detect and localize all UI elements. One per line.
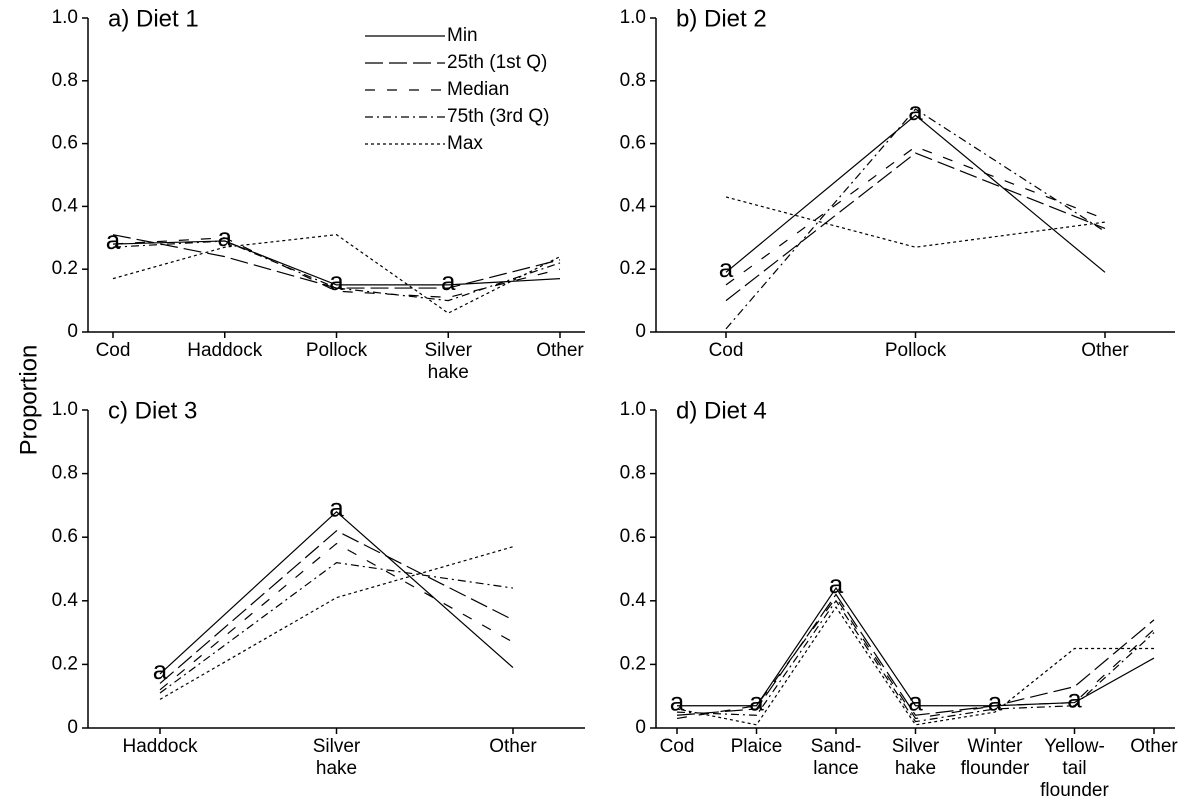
x-tick-label: Winter flounder — [961, 736, 1030, 779]
y-tick-label: 0 — [67, 321, 78, 342]
panel-title: d) Diet 4 — [676, 397, 767, 424]
x-tick-label: Haddock — [123, 736, 198, 757]
legend-label: 75th (3rd Q) — [447, 106, 549, 127]
significance-label: a — [719, 253, 734, 283]
x-tick-label: Cod — [96, 340, 131, 361]
significance-label: a — [1067, 683, 1082, 713]
y-tick-label: 0.6 — [620, 526, 646, 547]
series-line — [725, 196, 1106, 248]
significance-label: a — [106, 225, 121, 255]
legend-label: Median — [447, 79, 509, 100]
y-tick-label: 0 — [635, 321, 646, 342]
series-line — [725, 114, 1106, 273]
y-tick-label: 0.6 — [52, 526, 78, 547]
y-tick-label: 1.0 — [52, 7, 78, 28]
x-tick-label: Other — [536, 340, 584, 361]
significance-label: a — [329, 493, 344, 523]
y-axis-label: Proportion — [15, 345, 42, 456]
y-tick-label: 0.8 — [620, 70, 646, 91]
legend-label: 25th (1st Q) — [447, 52, 547, 73]
series-line — [159, 542, 514, 691]
y-tick-label: 0 — [635, 717, 646, 738]
significance-label: a — [441, 266, 456, 296]
y-tick-label: 1.0 — [620, 399, 646, 420]
significance-label: a — [829, 569, 844, 599]
significance-label: a — [988, 687, 1003, 717]
legend-label: Min — [447, 25, 478, 46]
significance-label: a — [908, 687, 923, 717]
significance-label: a — [153, 655, 168, 685]
series-line — [725, 146, 1106, 286]
significance-label: a — [670, 687, 685, 717]
x-tick-label: Yellow-tail flounder — [1040, 736, 1109, 801]
x-tick-label: Silver hake — [313, 736, 361, 779]
x-tick-label: Cod — [660, 736, 695, 757]
series-line — [159, 562, 514, 694]
series-line — [112, 237, 561, 299]
x-tick-label: Haddock — [187, 340, 262, 361]
y-tick-label: 0.2 — [620, 258, 646, 279]
y-tick-label: 0.4 — [52, 590, 79, 611]
x-tick-label: Cod — [709, 340, 744, 361]
y-tick-label: 0 — [67, 717, 78, 738]
y-tick-label: 0.2 — [52, 258, 78, 279]
significance-label: a — [908, 96, 923, 126]
series-line — [725, 108, 1106, 330]
x-tick-label: Silver hake — [892, 736, 940, 779]
series-line — [159, 530, 514, 684]
x-tick-label: Other — [1081, 340, 1129, 361]
y-tick-label: 0.4 — [52, 195, 79, 216]
series-line — [112, 240, 561, 286]
y-tick-label: 0.2 — [620, 653, 646, 674]
legend-label: Max — [447, 133, 483, 154]
y-tick-label: 0.8 — [52, 70, 78, 91]
significance-label: a — [329, 266, 344, 296]
y-tick-label: 1.0 — [52, 399, 78, 420]
y-tick-label: 0.8 — [52, 463, 78, 484]
y-tick-label: 0.6 — [620, 133, 646, 154]
x-tick-label: Plaice — [731, 736, 783, 757]
x-tick-label: Silver hake — [424, 340, 472, 383]
significance-label: a — [218, 222, 233, 252]
series-line — [112, 234, 561, 314]
x-tick-label: Sand-lance — [811, 736, 862, 779]
panel-title: c) Diet 3 — [108, 397, 197, 424]
series-line — [112, 240, 561, 302]
y-tick-label: 0.4 — [620, 590, 647, 611]
y-tick-label: 1.0 — [620, 7, 646, 28]
series-line — [676, 593, 1155, 716]
y-tick-label: 0.4 — [620, 195, 647, 216]
series-line — [112, 234, 561, 289]
series-line — [676, 599, 1155, 723]
x-tick-label: Other — [1130, 736, 1178, 757]
series-line — [159, 510, 514, 675]
y-tick-label: 0.2 — [52, 653, 78, 674]
y-tick-label: 0.8 — [620, 463, 646, 484]
x-tick-label: Pollock — [885, 340, 947, 361]
panel-title: a) Diet 1 — [108, 5, 199, 32]
y-tick-label: 0.6 — [52, 133, 78, 154]
x-tick-label: Pollock — [306, 340, 368, 361]
significance-label: a — [749, 687, 764, 717]
series-line — [159, 546, 514, 700]
x-tick-label: Other — [489, 736, 537, 757]
panel-title: b) Diet 2 — [676, 5, 767, 32]
series-line — [725, 152, 1106, 302]
series-line — [677, 587, 1155, 707]
series-line — [676, 596, 1155, 720]
series-line — [676, 606, 1154, 726]
